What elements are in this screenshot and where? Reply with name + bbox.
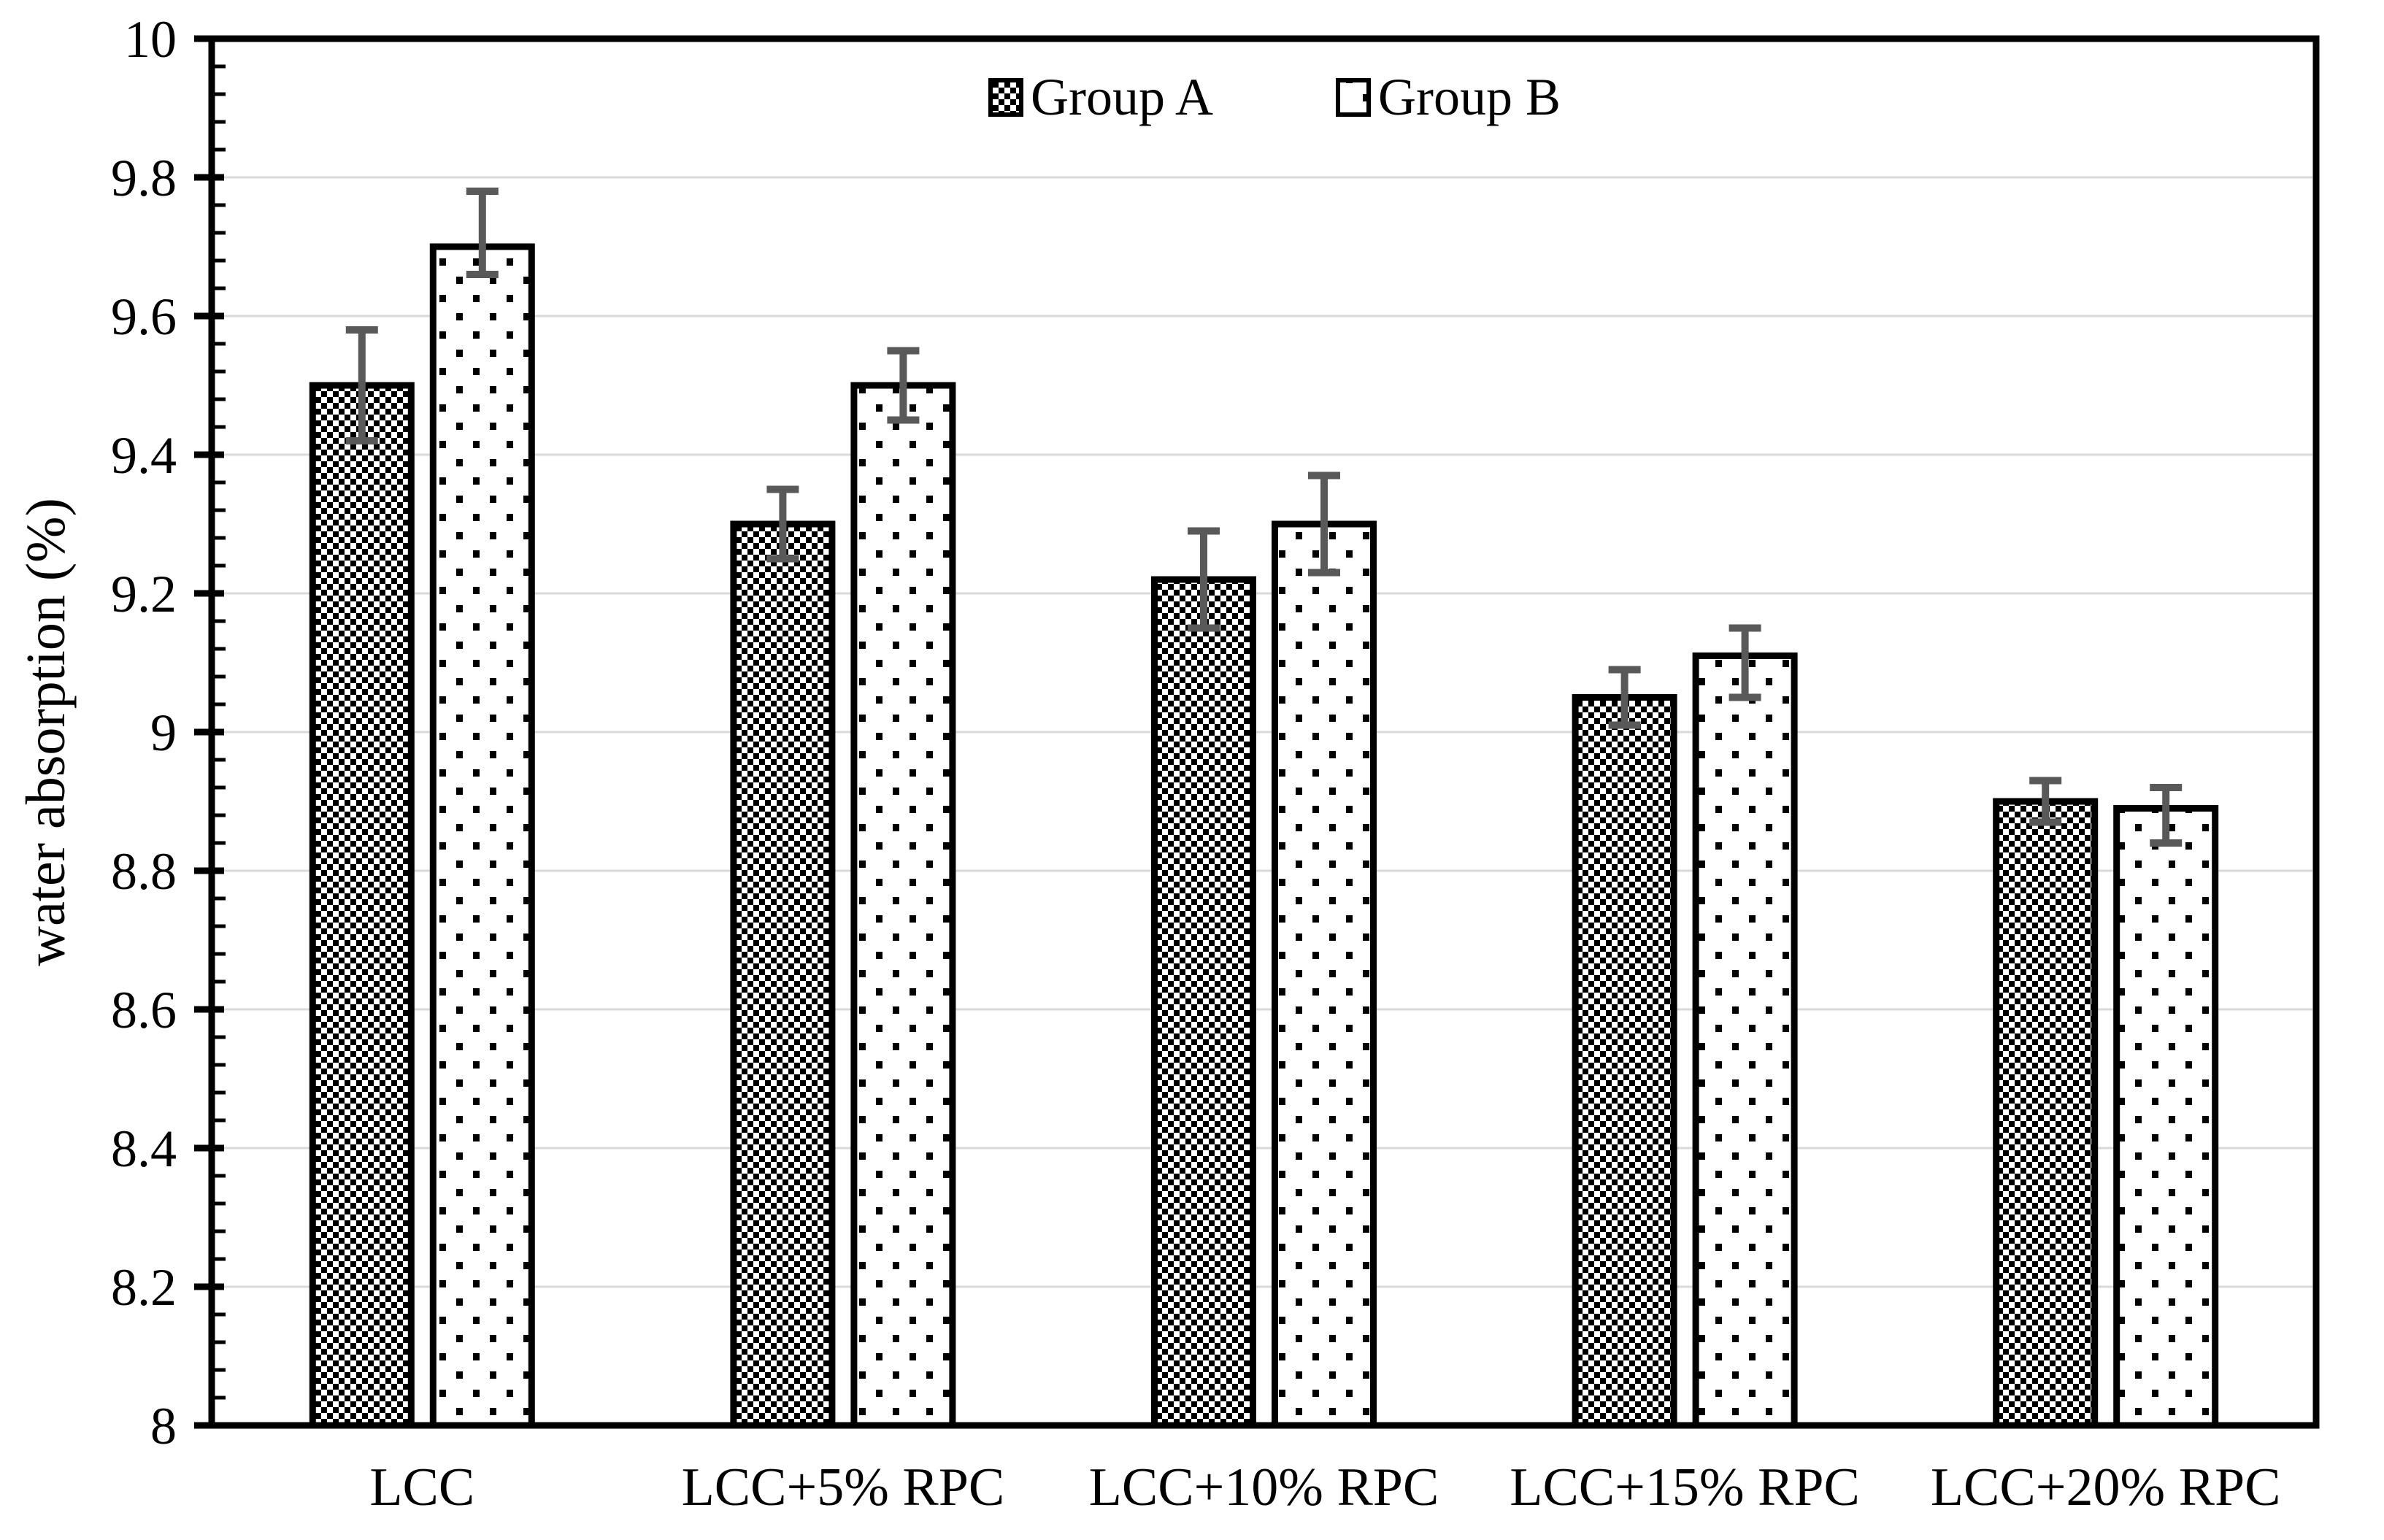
legend-label-group-a: Group A bbox=[1031, 68, 1213, 126]
legend-swatch-group-b bbox=[1336, 78, 1371, 117]
y-tick-label: 8 bbox=[150, 1397, 177, 1455]
bar-group-a-lcc bbox=[309, 382, 415, 1429]
bar-group-b-lcc-10-rpc bbox=[1272, 520, 1377, 1429]
y-tick-label: 9.6 bbox=[111, 288, 177, 346]
bar-group-b-lcc-15-rpc bbox=[1692, 652, 1798, 1429]
x-category-label: LCC+10% RPC bbox=[1089, 1458, 1439, 1517]
bar-group-a-lcc-20-rpc bbox=[1993, 798, 2099, 1429]
x-category-label: LCC+15% RPC bbox=[1510, 1458, 1860, 1517]
x-category-label: LCC+20% RPC bbox=[1931, 1458, 2281, 1517]
y-tick-label: 10 bbox=[124, 10, 177, 69]
legend-swatch-group-a bbox=[988, 78, 1023, 117]
bar-group-b-lcc-20-rpc bbox=[2113, 805, 2219, 1429]
x-category-label: LCC+5% RPC bbox=[682, 1458, 1005, 1517]
y-axis-title: water absorption (%) bbox=[15, 498, 77, 966]
bar-group-a-lcc-5-rpc bbox=[730, 520, 836, 1429]
y-tick-label: 8.8 bbox=[111, 842, 177, 901]
gridlines bbox=[215, 176, 2312, 1288]
bar-group-a-lcc-10-rpc bbox=[1151, 576, 1256, 1429]
bars bbox=[309, 243, 2219, 1429]
y-tick-label: 8.6 bbox=[111, 981, 177, 1039]
y-tick-label: 9 bbox=[150, 704, 177, 762]
y-tick-label: 8.2 bbox=[111, 1258, 177, 1317]
error-bars bbox=[345, 188, 2183, 847]
y-axis-ticks bbox=[194, 35, 226, 1429]
x-category-label: LCC bbox=[369, 1458, 474, 1517]
y-tick-label: 9.2 bbox=[111, 565, 177, 623]
y-tick-label: 8.4 bbox=[111, 1120, 177, 1178]
bar-group-b-lcc bbox=[429, 243, 535, 1429]
bar-group-b-lcc-5-rpc bbox=[850, 382, 956, 1429]
legend-label-group-b: Group B bbox=[1378, 68, 1561, 126]
y-axis-tick-labels: 10 9.8 9.6 9.4 9.2 9 8.8 8.6 8.4 8.2 8 bbox=[111, 10, 177, 1455]
bar-group-a-lcc-15-rpc bbox=[1572, 694, 1677, 1429]
x-axis-category-labels: LCC LCC+5% RPC LCC+10% RPC LCC+15% RPC LCC+2… bbox=[369, 1458, 2280, 1517]
y-tick-label: 9.8 bbox=[111, 149, 177, 207]
legend: Group A Group B bbox=[988, 68, 1561, 126]
y-tick-label: 9.4 bbox=[111, 426, 177, 485]
